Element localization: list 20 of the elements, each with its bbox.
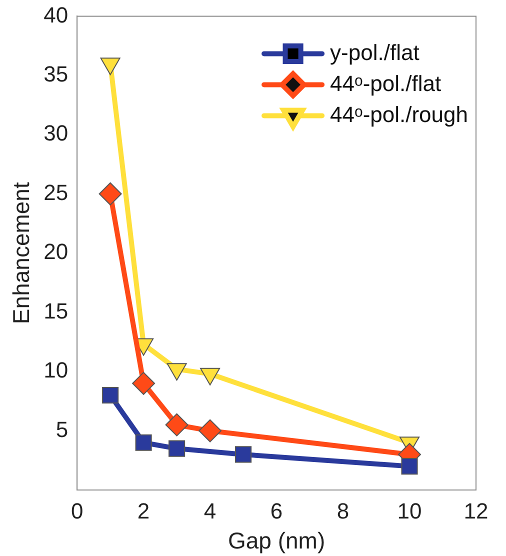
x-tick-label: 12 (464, 498, 488, 524)
x-tick-label: 2 (137, 498, 150, 524)
x-tick-label: 6 (270, 498, 283, 524)
legend-label: 44ᵒ-pol./flat (330, 70, 442, 96)
x-tick-label: 0 (70, 498, 84, 524)
y-tick-label: 30 (44, 120, 68, 146)
x-tick-label: 4 (204, 498, 216, 524)
y-tick-label: 40 (44, 2, 68, 28)
y-axis-title: Enhancement (8, 182, 34, 324)
y-tick-label: 5 (56, 416, 68, 442)
y-tick-label: 15 (44, 298, 68, 324)
x-tick-label: 10 (397, 498, 422, 524)
y-tick-label: 35 (44, 61, 68, 86)
x-tick-label: 8 (336, 498, 350, 524)
legend-label: 44ᵒ-pol./rough (330, 102, 468, 127)
y-tick-label: 20 (44, 239, 68, 264)
y-tick-label: 10 (44, 358, 68, 383)
legend-label: y-pol./flat (330, 40, 420, 65)
x-axis-title: Gap (nm) (228, 528, 326, 554)
y-tick-label: 25 (44, 180, 68, 205)
